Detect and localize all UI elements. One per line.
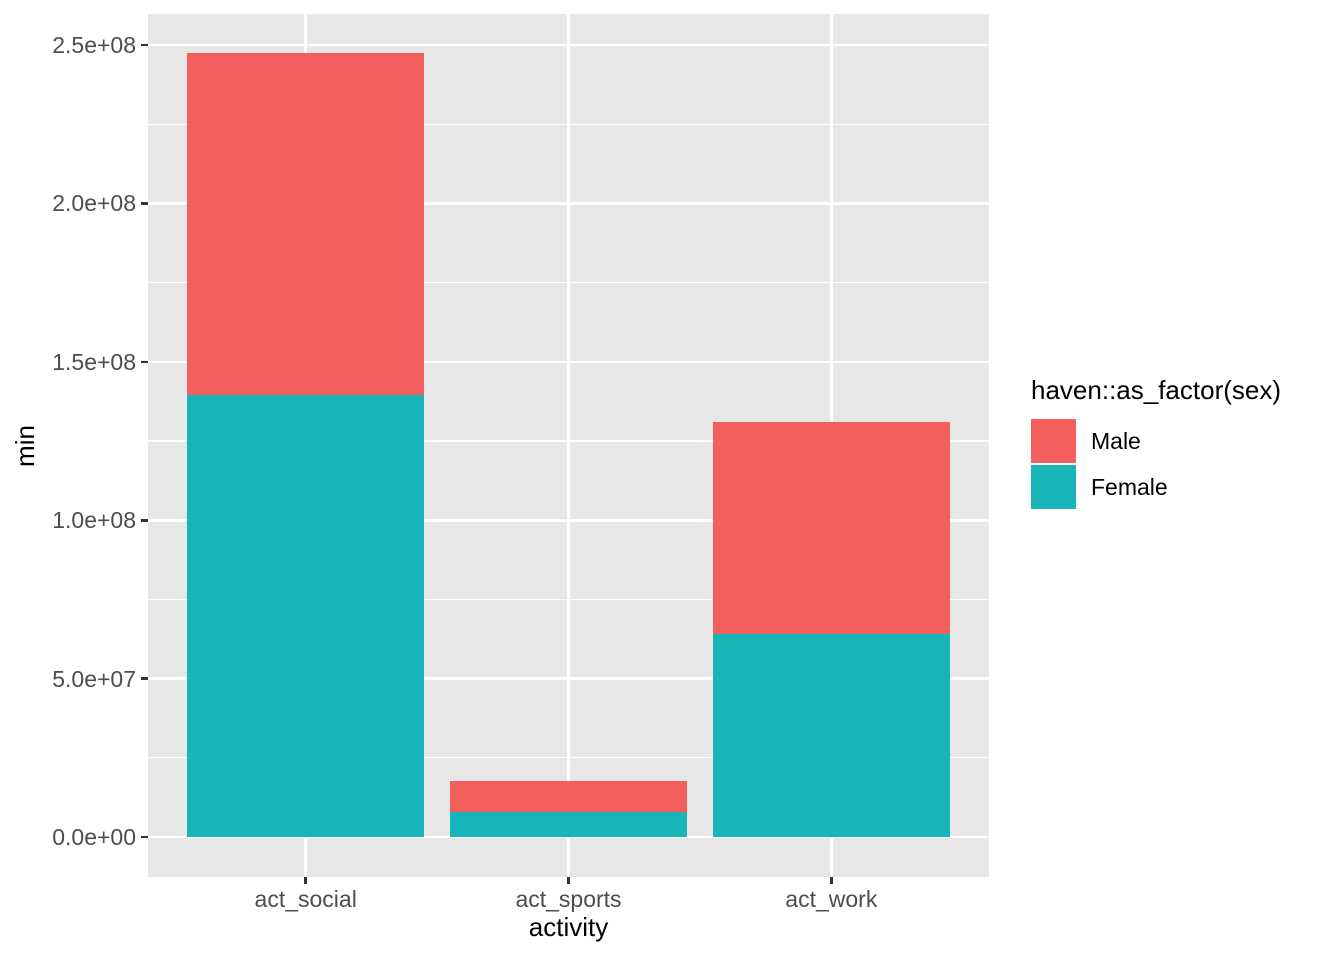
y-tick-mark [141, 202, 148, 205]
y-tick-mark [141, 43, 148, 47]
x-tick-label: act_social [254, 886, 357, 912]
x-tick-mark [304, 877, 307, 884]
bar-segment-male-act_work [713, 422, 950, 634]
plot-panel [148, 14, 989, 877]
gridline-major-v [567, 14, 570, 877]
x-axis-title: activity [528, 912, 609, 942]
x-tick-mark [830, 877, 833, 884]
bar-segment-female-act_sports [450, 812, 687, 838]
y-tick-mark [141, 835, 148, 839]
y-tick-label: 1.0e+08 [52, 507, 136, 534]
x-tick-label: act_work [785, 886, 878, 912]
y-tick-label: 2.0e+08 [52, 190, 136, 217]
y-tick-label: 1.5e+08 [52, 348, 136, 375]
bar-segment-male-act_sports [450, 780, 687, 813]
legend-title: haven::as_factor(sex) [1031, 375, 1282, 405]
y-tick-label: 2.5e+08 [52, 32, 136, 59]
y-axis-title: min [10, 424, 40, 467]
bar-segment-female-act_social [187, 395, 424, 838]
y-tick-label: 0.0e+00 [52, 824, 136, 851]
legend-entry-female: Female [1031, 464, 1281, 509]
x-tick-mark [567, 877, 570, 884]
y-tick-label: 5.0e+07 [52, 665, 136, 692]
bar-segment-female-act_work [713, 634, 950, 838]
y-tick-mark [141, 677, 148, 680]
legend-label-male: Male [1091, 427, 1141, 454]
legend-swatch-female [1031, 464, 1076, 509]
legend-label-female: Female [1091, 473, 1168, 500]
legend-entry-male: Male [1031, 418, 1281, 463]
y-tick-mark [141, 519, 148, 522]
bar-segment-male-act_social [187, 52, 424, 396]
legend: haven::as_factor(sex) Male Female [1031, 374, 1281, 510]
legend-swatch-male [1031, 418, 1076, 463]
x-tick-label: act_sports [515, 886, 622, 912]
y-tick-mark [141, 360, 148, 364]
